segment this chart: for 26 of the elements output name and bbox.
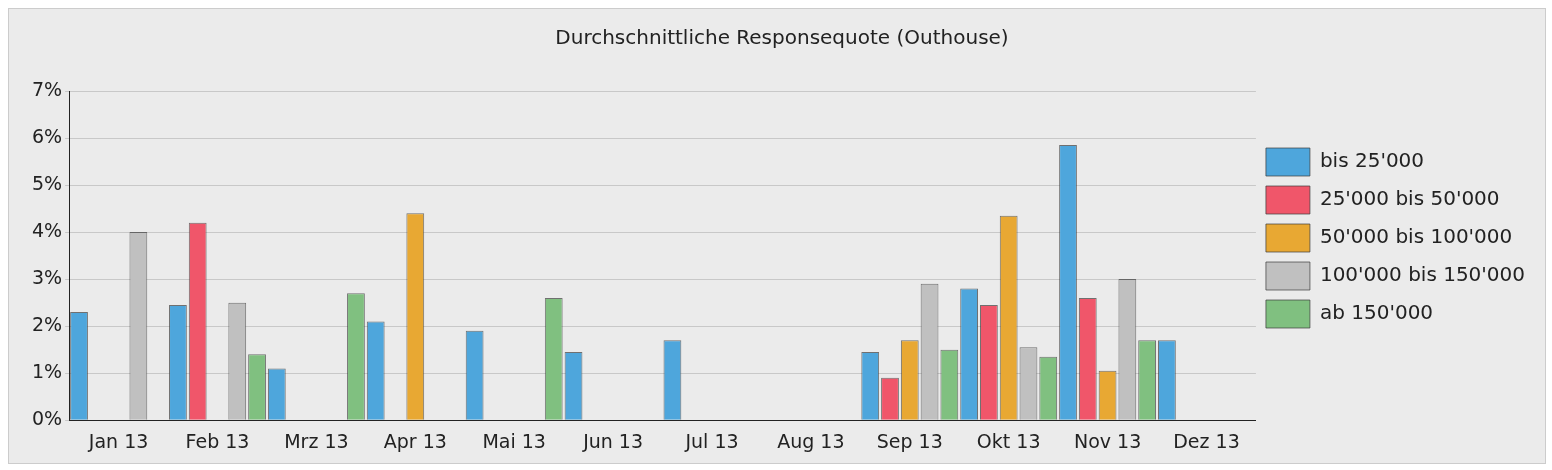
legend-label: 100'000 bis 150'000: [1319, 262, 1525, 287]
y-tick-label: 2%: [31, 313, 63, 336]
legend-label: 25'000 bis 50'000: [1319, 186, 1500, 211]
y-tick-label: 4%: [31, 219, 63, 242]
y-tick-label: 6%: [31, 124, 63, 147]
x-tick-label: Dez 13: [1173, 429, 1240, 452]
legend-label: ab 150'000: [1319, 300, 1434, 325]
legend-label: bis 25'000: [1319, 148, 1425, 173]
y-tick-label: 1%: [31, 360, 63, 383]
chart-title: Durchschnittliche Responsequote (Outhouse): [555, 25, 1009, 50]
x-tick-label: Aug 13: [777, 429, 845, 452]
x-tick-label: Mrz 13: [284, 429, 349, 452]
x-tick-label: Feb 13: [185, 429, 250, 452]
y-tick-label: 0%: [31, 407, 63, 430]
x-tick-label: Jan 13: [87, 429, 149, 452]
x-tick-label: Apr 13: [383, 429, 447, 452]
x-tick-label: Okt 13: [976, 429, 1041, 452]
x-tick-label: Jul 13: [684, 429, 739, 452]
y-tick-label: 5%: [31, 171, 63, 194]
y-tick-label: 3%: [31, 266, 63, 289]
y-tick-label: 7%: [31, 77, 63, 100]
legend-label: 50'000 bis 100'000: [1319, 224, 1513, 249]
x-tick-label: Jun 13: [582, 429, 644, 452]
x-tick-label: Mai 13: [482, 429, 546, 452]
x-tick-label: Sep 13: [876, 429, 943, 452]
x-tick-label: Nov 13: [1073, 429, 1142, 452]
